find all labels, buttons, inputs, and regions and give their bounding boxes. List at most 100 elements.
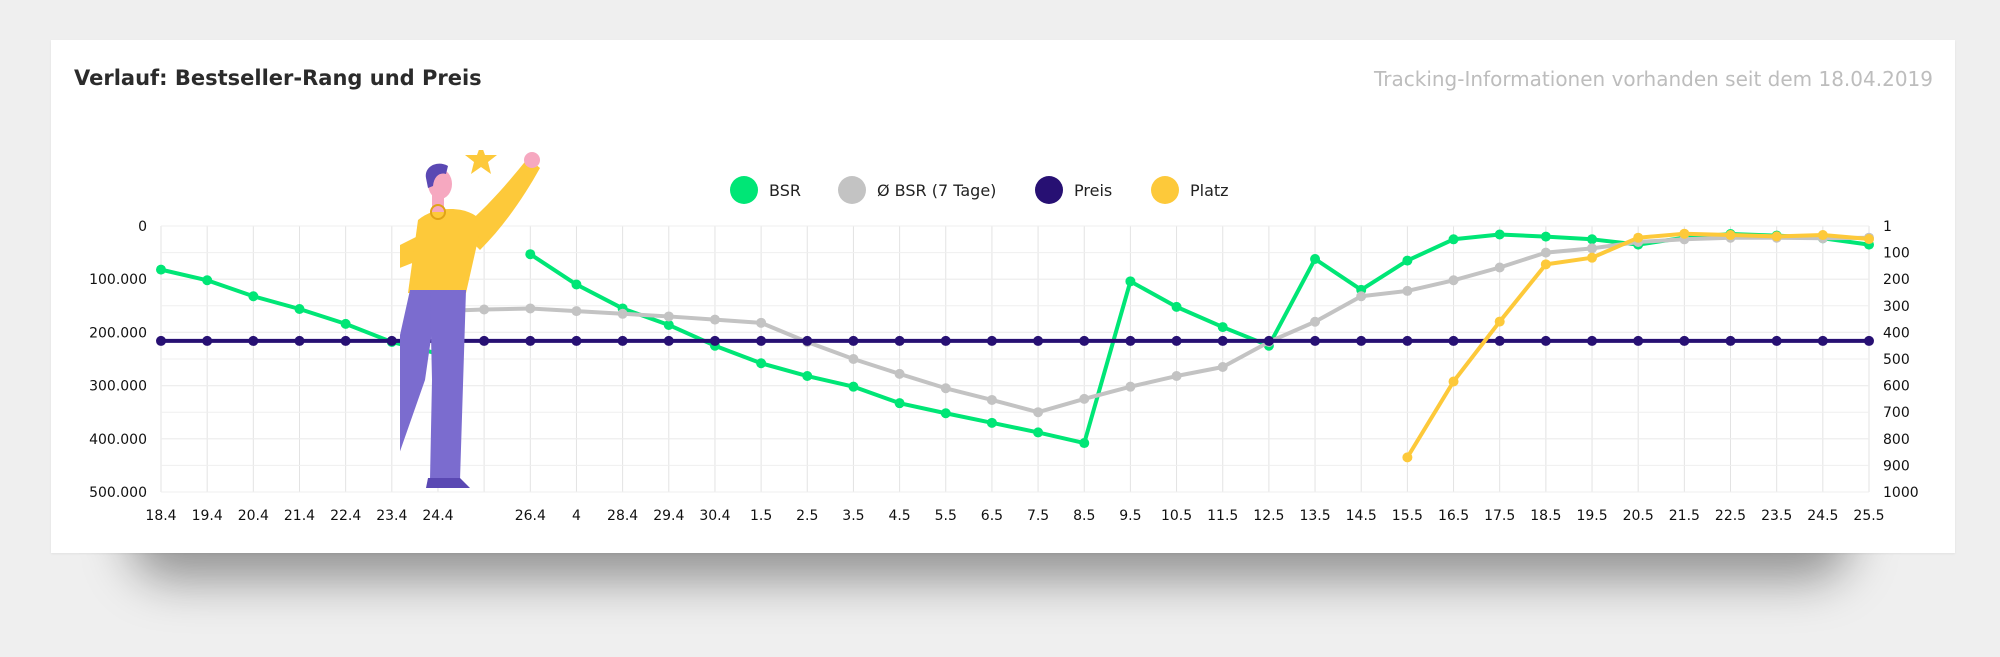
y-right-tick-label: 100 xyxy=(1883,246,1910,262)
y-right-tick-label: 900 xyxy=(1883,458,1910,474)
x-tick-label: 3.5 xyxy=(842,508,864,524)
data-point-preis xyxy=(1125,335,1136,346)
y-left-tick-label: 400.000 xyxy=(89,432,147,448)
y-left-tick-label: 200.000 xyxy=(89,325,147,341)
data-point-bsr-7-tage xyxy=(1402,285,1413,296)
data-point-preis xyxy=(1402,335,1413,346)
x-tick-label: 15.5 xyxy=(1392,508,1423,524)
data-point-bsr xyxy=(894,398,905,409)
data-point-bsr-7-tage xyxy=(1310,316,1321,327)
chart-legend: BSR Ø BSR (7 Tage) Preis Platz xyxy=(730,176,1229,204)
right-leg xyxy=(430,290,466,480)
data-point-preis xyxy=(1633,335,1644,346)
data-point-preis xyxy=(756,335,767,346)
data-point-preis xyxy=(802,335,813,346)
data-point-bsr-7-tage xyxy=(940,383,951,394)
data-point-bsr xyxy=(986,417,997,428)
y-right-tick-label: 800 xyxy=(1883,432,1910,448)
data-point-preis xyxy=(340,335,351,346)
data-point-platz xyxy=(1633,232,1644,243)
x-tick-label: 17.5 xyxy=(1484,508,1515,524)
data-point-preis xyxy=(1864,335,1874,346)
legend-label: BSR xyxy=(769,181,801,200)
data-point-preis xyxy=(1494,335,1505,346)
data-point-bsr-7-tage xyxy=(1540,247,1551,258)
x-tick-label: 23.5 xyxy=(1761,508,1792,524)
x-tick-label: 18.4 xyxy=(145,508,176,524)
data-point-preis xyxy=(294,335,305,346)
data-point-preis xyxy=(1356,335,1367,346)
y-right-tick-label: 700 xyxy=(1883,405,1910,421)
x-tick-label: 25.5 xyxy=(1853,508,1884,524)
data-point-bsr-7-tage xyxy=(1217,361,1228,372)
data-point-bsr xyxy=(1310,253,1321,264)
y-left-tick-label: 0 xyxy=(138,219,147,235)
data-point-bsr-7-tage xyxy=(1587,243,1598,254)
x-tick-label: 21.5 xyxy=(1669,508,1700,524)
data-point-bsr-7-tage xyxy=(756,317,767,328)
legend-swatch xyxy=(1151,176,1179,204)
data-point-bsr-7-tage xyxy=(1494,262,1505,273)
data-point-bsr xyxy=(756,358,767,369)
data-point-bsr xyxy=(802,371,813,382)
x-tick-label: 4 xyxy=(572,508,581,524)
legend-swatch xyxy=(1035,176,1063,204)
x-tick-label: 4.5 xyxy=(888,508,910,524)
raised-hand xyxy=(524,152,540,168)
chart-series xyxy=(156,228,1874,463)
legend-swatch xyxy=(838,176,866,204)
x-tick-label: 29.4 xyxy=(653,508,684,524)
data-point-preis xyxy=(1725,335,1736,346)
data-point-bsr-7-tage xyxy=(571,306,582,317)
data-point-bsr xyxy=(248,291,259,302)
y-right-tick-label: 600 xyxy=(1883,379,1910,395)
data-point-bsr xyxy=(1587,234,1598,245)
data-point-preis xyxy=(248,335,259,346)
data-point-bsr-7-tage xyxy=(709,314,720,325)
data-point-preis xyxy=(1587,335,1598,346)
series-line-bsr xyxy=(529,231,1870,446)
legend-label: Preis xyxy=(1074,181,1112,200)
data-point-bsr xyxy=(1171,301,1182,312)
data-point-bsr xyxy=(340,318,351,329)
data-point-bsr xyxy=(202,275,213,286)
y-right-tick-label: 300 xyxy=(1883,299,1910,315)
chart-axes: 0 100.000 200.000 300.000 400.000 500.000 1 100… xyxy=(89,219,1919,524)
data-point-preis xyxy=(848,335,859,346)
x-tick-label: 12.5 xyxy=(1253,508,1284,524)
x-tick-label: 20.5 xyxy=(1623,508,1654,524)
y-right-tick-label: 1 xyxy=(1883,219,1892,235)
y-right-tick-label: 1000 xyxy=(1883,485,1919,501)
x-tick-label: 18.5 xyxy=(1530,508,1561,524)
data-point-bsr-7-tage xyxy=(1448,275,1459,286)
data-point-bsr xyxy=(1125,276,1136,287)
data-point-bsr-7-tage xyxy=(986,394,997,405)
data-point-preis xyxy=(1033,335,1044,346)
x-tick-label: 19.4 xyxy=(192,508,223,524)
data-point-platz xyxy=(1864,234,1874,245)
data-point-preis xyxy=(1679,335,1690,346)
chart-title: Verlauf: Bestseller-Rang und Preis xyxy=(74,66,482,90)
data-point-bsr-7-tage xyxy=(479,304,490,315)
data-point-preis xyxy=(1263,335,1274,346)
x-tick-label: 24.4 xyxy=(422,508,453,524)
x-tick-label: 20.4 xyxy=(238,508,269,524)
data-point-preis xyxy=(1540,335,1551,346)
x-tick-label: 10.5 xyxy=(1161,508,1192,524)
x-tick-label: 13.5 xyxy=(1299,508,1330,524)
data-point-bsr xyxy=(294,303,305,314)
data-point-preis xyxy=(617,335,628,346)
x-tick-label: 8.5 xyxy=(1073,508,1095,524)
neck-collar xyxy=(430,204,446,220)
x-tick-label: 9.5 xyxy=(1119,508,1141,524)
x-tick-label: 7.5 xyxy=(1027,508,1049,524)
data-point-preis xyxy=(479,335,490,346)
data-point-platz xyxy=(1402,452,1413,463)
x-tick-label: 16.5 xyxy=(1438,508,1469,524)
chart-card: Verlauf: Bestseller-Rang und Preis Track… xyxy=(51,40,1955,553)
data-point-preis xyxy=(1817,335,1828,346)
data-point-bsr xyxy=(1079,438,1090,449)
legend-swatch xyxy=(730,176,758,204)
x-tick-label: 2.5 xyxy=(796,508,818,524)
legend-label: Ø BSR (7 Tage) xyxy=(877,181,996,200)
